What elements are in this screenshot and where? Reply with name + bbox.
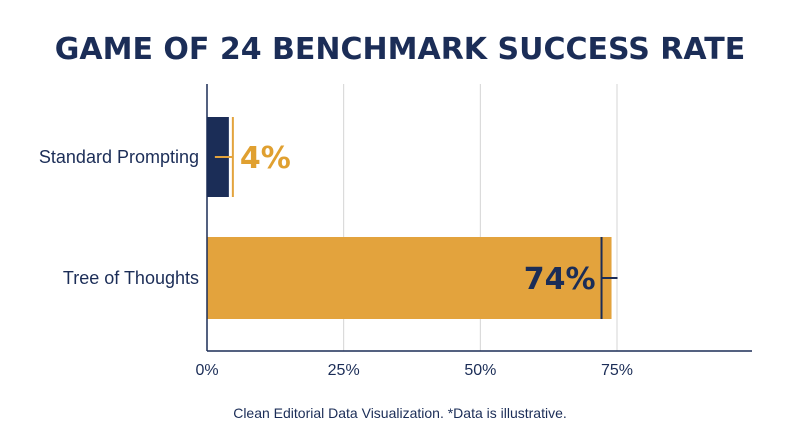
data-label-0: 4% <box>240 141 291 176</box>
labels: Standard Prompting Tree of Thoughts 0% 25% 5… <box>39 141 633 379</box>
x-tick-label-3: 75% <box>601 362 633 379</box>
chart-footnote: Clean Editorial Data Visualization. *Dat… <box>233 405 567 421</box>
x-tick-label-0: 0% <box>195 362 218 379</box>
axes <box>206 84 752 352</box>
data-label-1: 74% <box>524 262 596 297</box>
bars <box>207 117 618 319</box>
bar-1 <box>207 237 612 319</box>
x-tick-label-1: 25% <box>328 362 360 379</box>
category-label-1: Tree of Thoughts <box>63 268 199 288</box>
x-tick-label-2: 50% <box>464 362 496 379</box>
chart-title: GAME OF 24 BENCHMARK SUCCESS RATE <box>55 32 745 67</box>
category-label-0: Standard Prompting <box>39 147 199 167</box>
